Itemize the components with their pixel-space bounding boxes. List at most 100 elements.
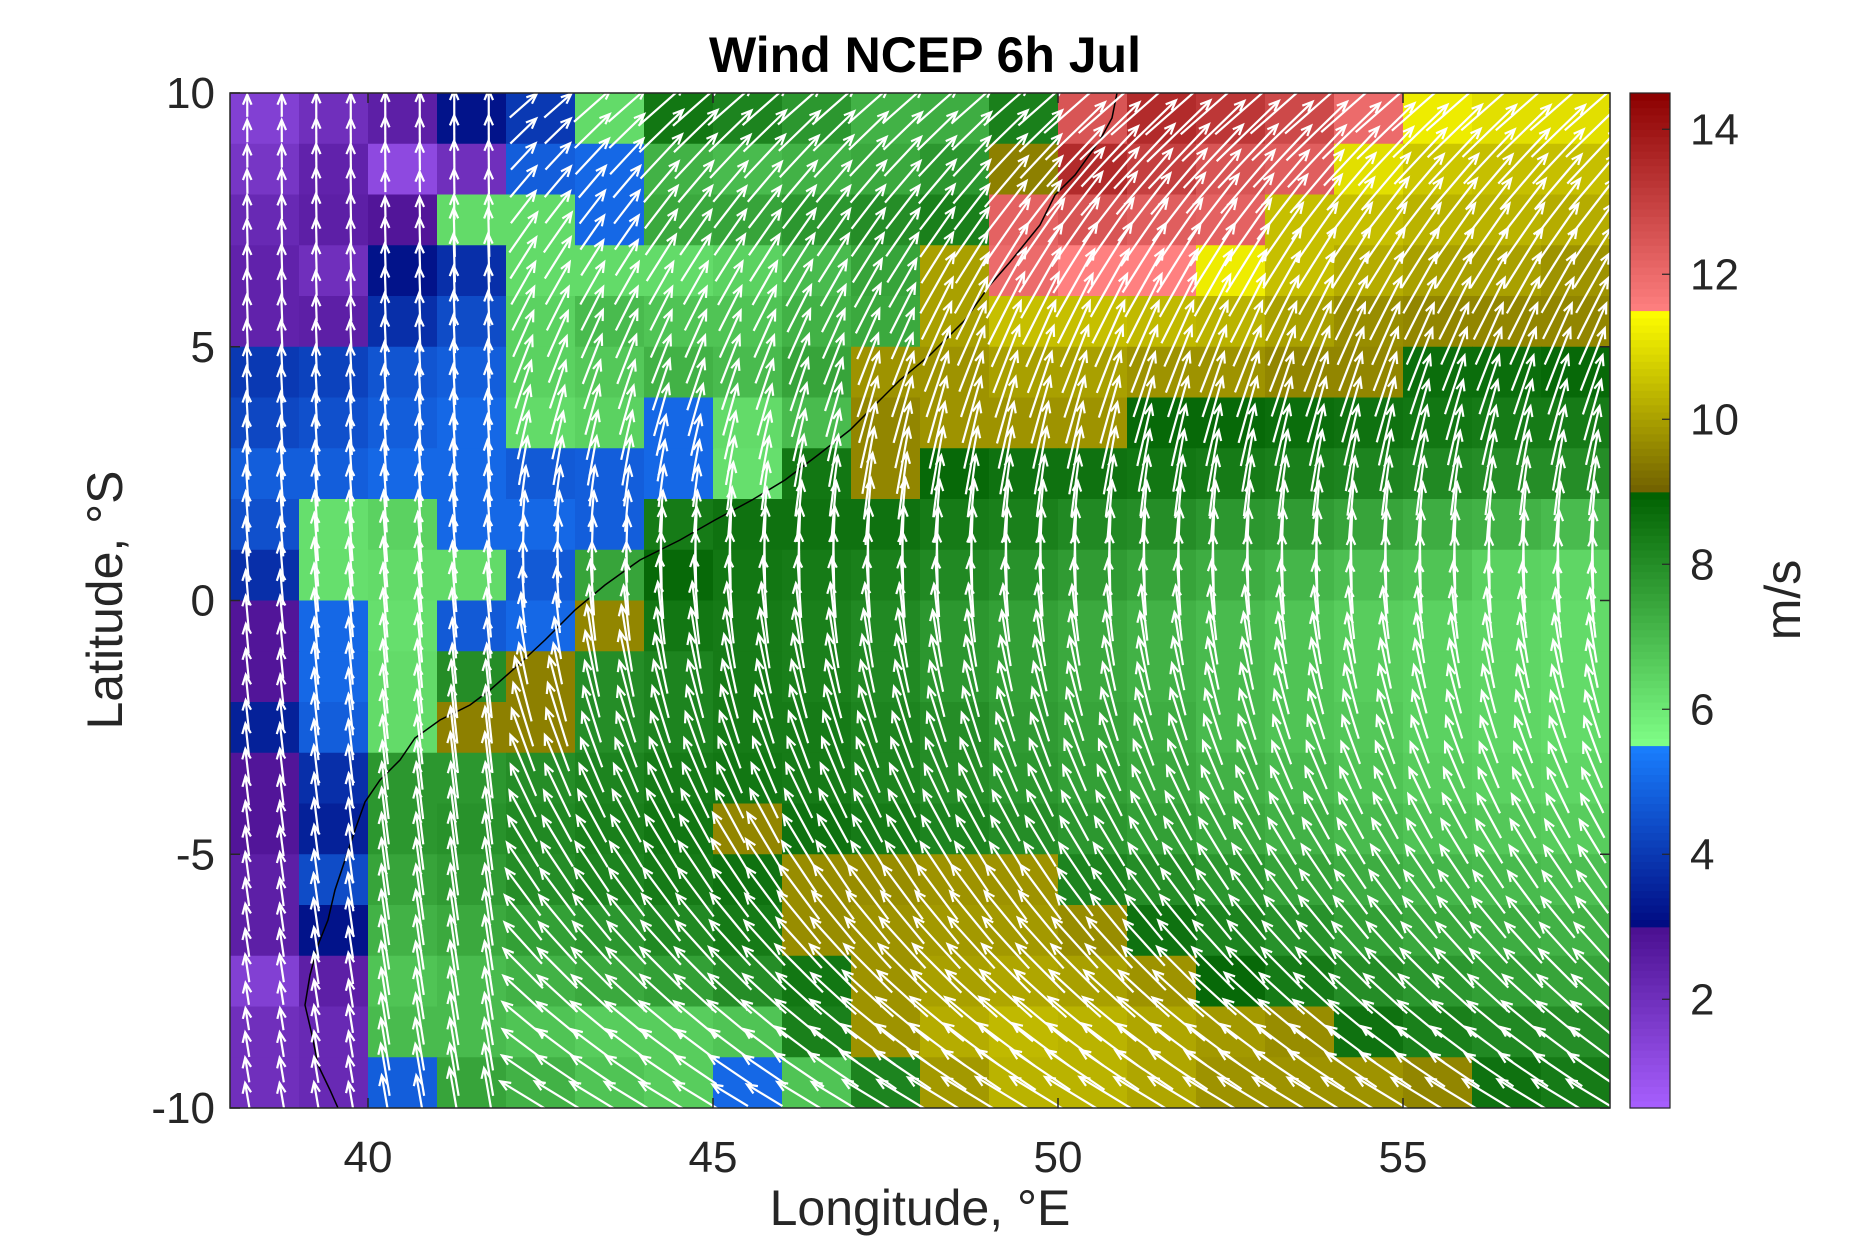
- wind-arrow-shaft: [1546, 768, 1570, 814]
- wind-arrow: [1096, 763, 1123, 817]
- wind-arrow-shaft: [887, 789, 918, 843]
- wind-arrow-shaft: [1334, 869, 1369, 915]
- wind-arrow: [344, 1028, 356, 1058]
- wind-arrow-shaft: [673, 1081, 718, 1108]
- wind-arrow-shaft: [1540, 896, 1576, 939]
- wind-arrow-head: [706, 972, 720, 985]
- wind-arrow: [579, 736, 605, 793]
- wind-arrow: [344, 950, 356, 985]
- wind-arrow-head: [576, 787, 588, 802]
- wind-arrow: [991, 788, 1021, 842]
- wind-arrow-head: [1083, 942, 1097, 956]
- wind-arrow-shaft: [955, 815, 988, 868]
- wind-arrow-head: [1233, 790, 1245, 804]
- wind-arrow-shaft: [1513, 742, 1535, 789]
- wind-arrow-shaft: [278, 776, 285, 806]
- wind-arrow-shaft: [1227, 920, 1269, 966]
- wind-arrow-head: [276, 1080, 287, 1094]
- heatmap-cell: [782, 600, 852, 652]
- wind-arrow-head: [1165, 763, 1176, 778]
- wind-arrow-shaft: [639, 946, 683, 990]
- wind-arrow: [810, 889, 856, 945]
- wind-arrow-shaft: [1474, 845, 1505, 889]
- heatmap-cell: [1127, 448, 1197, 500]
- wind-arrow-head: [604, 1027, 618, 1040]
- wind-arrow-shaft: [1269, 766, 1295, 815]
- wind-arrow: [1128, 815, 1160, 867]
- heatmap-cell: [1265, 448, 1335, 500]
- wind-arrow: [1224, 945, 1270, 991]
- heatmap-cell: [230, 549, 300, 602]
- wind-arrow-head: [241, 849, 252, 864]
- wind-arrow-head: [912, 915, 925, 929]
- wind-arrow-head: [1096, 763, 1107, 777]
- wind-arrow-head: [783, 787, 795, 801]
- wind-arrow-shaft: [278, 903, 285, 932]
- chart-title: Wind NCEP 6h Jul: [709, 27, 1141, 83]
- wind-arrow-shaft: [844, 917, 892, 969]
- wind-arrow: [609, 813, 644, 868]
- wind-arrow: [1047, 968, 1102, 1018]
- wind-arrow: [1120, 944, 1167, 991]
- wind-arrow: [1085, 915, 1134, 969]
- wind-arrow-shaft: [1198, 817, 1229, 866]
- wind-arrow-shaft: [979, 969, 1033, 1019]
- wind-arrow: [570, 946, 614, 990]
- wind-arrow-head: [913, 889, 926, 903]
- wind-arrow-head: [241, 951, 252, 966]
- wind-arrow-shaft: [1304, 766, 1330, 815]
- wind-arrow-head: [1060, 789, 1072, 803]
- wind-arrow: [1535, 973, 1580, 1014]
- wind-arrow: [1017, 889, 1064, 945]
- wind-arrow-shaft: [1199, 792, 1227, 841]
- wind-arrow: [1547, 740, 1569, 789]
- wind-arrow-head: [989, 814, 1001, 828]
- wind-arrow-head: [310, 1002, 321, 1017]
- wind-arrow: [1545, 792, 1571, 839]
- heatmap-cell: [437, 346, 507, 399]
- wind-arrow-head: [275, 697, 287, 711]
- wind-arrow-shaft: [483, 1018, 495, 1071]
- wind-arrow: [815, 839, 852, 893]
- wind-arrow-head: [1302, 790, 1314, 805]
- wind-arrow-head: [1538, 921, 1551, 934]
- wind-arrow-head: [1199, 790, 1210, 804]
- wind-arrow: [1582, 714, 1603, 764]
- wind-arrow-shaft: [1289, 1023, 1345, 1066]
- heatmap-cell: [782, 702, 852, 754]
- wind-arrow-shaft: [1293, 972, 1340, 1015]
- heatmap-cell: [230, 803, 300, 855]
- wind-arrow-head: [1436, 894, 1449, 909]
- wind-arrow-shaft: [581, 712, 604, 768]
- wind-arrow-shaft: [1062, 765, 1089, 817]
- wind-arrow-head: [744, 1083, 759, 1095]
- wind-arrow: [534, 1027, 579, 1061]
- wind-arrow-head: [680, 787, 691, 801]
- wind-arrow: [1406, 791, 1434, 839]
- wind-arrow-shaft: [1538, 948, 1578, 989]
- wind-arrow-head: [534, 1027, 549, 1040]
- wind-arrow-shaft: [853, 789, 884, 843]
- wind-arrow: [241, 1080, 252, 1108]
- wind-arrow-shaft: [709, 920, 752, 967]
- wind-arrow-shaft: [1200, 766, 1226, 816]
- wind-arrow-head: [1164, 789, 1176, 804]
- wind-arrow-shaft: [244, 723, 251, 757]
- wind-arrow-shaft: [774, 1025, 824, 1064]
- wind-arrow-shaft: [774, 943, 824, 994]
- wind-arrow: [1470, 895, 1507, 939]
- wind-arrow-head: [878, 915, 891, 929]
- wind-arrow: [1059, 814, 1091, 867]
- wind-arrow: [241, 980, 253, 1005]
- wind-arrow-shaft: [569, 1080, 615, 1108]
- wind-arrow: [276, 1054, 287, 1083]
- heatmap-cell: [368, 955, 438, 1008]
- wind-arrow: [1471, 868, 1506, 915]
- wind-arrow: [275, 951, 287, 983]
- wind-arrow-shaft: [604, 1080, 650, 1108]
- wind-arrow-head: [1444, 714, 1455, 728]
- wind-arrow-head: [1539, 895, 1553, 909]
- wind-arrow-head: [1232, 815, 1244, 830]
- wind-arrow-shaft: [244, 903, 251, 932]
- wind-arrow-head: [1571, 947, 1585, 961]
